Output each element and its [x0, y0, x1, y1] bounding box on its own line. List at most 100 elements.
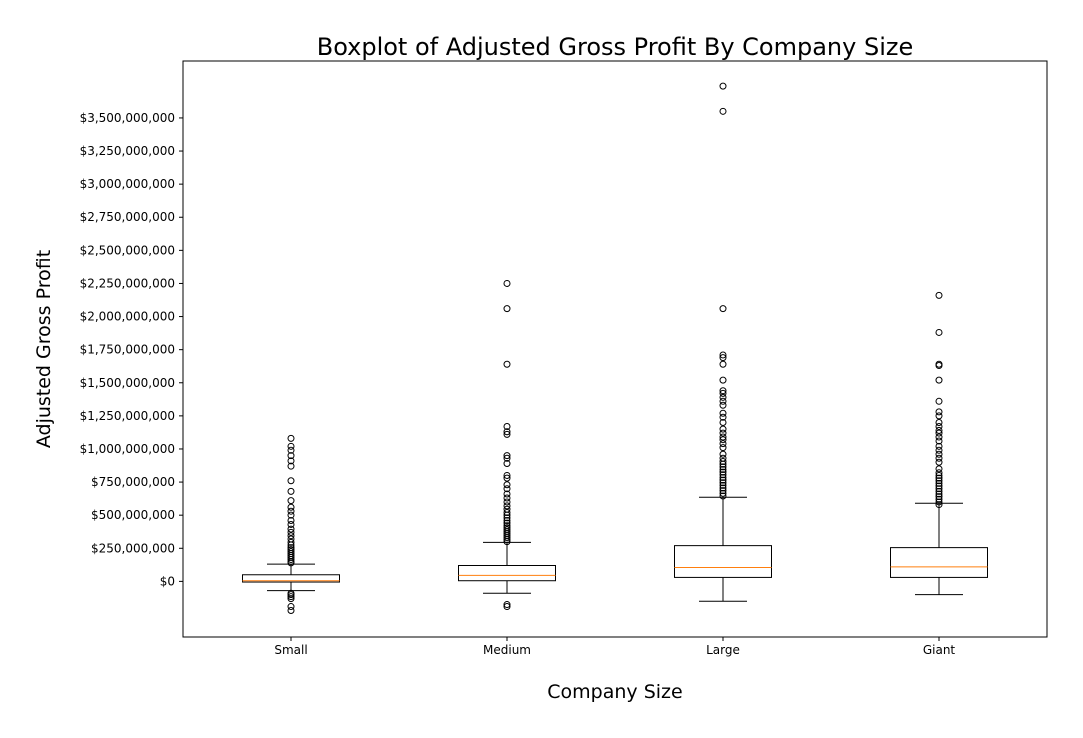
outlier-point: [503, 471, 511, 479]
outlier-point: [503, 498, 511, 506]
iqr-box: [242, 574, 340, 583]
outlier-point: [719, 458, 727, 466]
outlier-point: [935, 429, 943, 437]
outlier-point: [935, 493, 943, 501]
outlier-point: [719, 351, 727, 359]
chart-title: Boxplot of Adjusted Gross Profit By Comp…: [317, 33, 914, 61]
y-tick-label: $2,750,000,000: [80, 210, 175, 224]
outlier-point: [503, 505, 511, 513]
box-small: [242, 434, 340, 615]
outlier-point: [719, 107, 727, 115]
y-tick-label: $1,500,000,000: [80, 376, 175, 390]
box-giant: [890, 291, 988, 596]
outlier-point: [503, 481, 511, 489]
plot-area-frame: [182, 60, 1048, 638]
outlier-point: [935, 465, 943, 473]
outlier-point: [503, 494, 511, 502]
outlier-point: [935, 450, 943, 458]
outlier-point: [935, 471, 943, 479]
outlier-point: [719, 354, 727, 362]
outlier-point: [503, 474, 511, 482]
outlier-point: [719, 401, 727, 409]
outlier-point: [935, 433, 943, 441]
outlier-point: [935, 495, 943, 503]
outlier-point: [719, 473, 727, 481]
outlier-point: [503, 452, 511, 460]
outlier-point: [503, 485, 511, 493]
outlier-point: [503, 430, 511, 438]
outlier-point: [503, 601, 511, 609]
box-large: [674, 82, 772, 602]
outlier-point: [935, 458, 943, 466]
outlier-point: [287, 538, 295, 546]
y-tick-label: $3,000,000,000: [80, 177, 175, 191]
x-axis-label: Company Size: [547, 681, 682, 703]
outlier-point: [935, 376, 943, 384]
outlier-point: [935, 442, 943, 450]
outlier-point: [935, 426, 943, 434]
outlier-point: [287, 544, 295, 552]
x-axis: Small Medium Large Giant: [274, 637, 955, 657]
outlier-point: [935, 498, 943, 506]
outlier-point: [503, 514, 511, 522]
outlier-point: [503, 519, 511, 527]
outlier-point: [935, 477, 943, 485]
outlier-point: [719, 376, 727, 384]
outlier-point: [719, 444, 727, 452]
outlier-point: [503, 422, 511, 430]
outlier-point: [287, 442, 295, 450]
outlier-point: [503, 360, 511, 368]
outlier-point: [719, 468, 727, 476]
outlier-point: [935, 422, 943, 430]
outlier-point: [719, 440, 727, 448]
outlier-point: [287, 528, 295, 536]
y-tick-label: $2,500,000,000: [80, 243, 175, 257]
outlier-point: [935, 437, 943, 445]
outlier-point: [503, 502, 511, 510]
outlier-point: [503, 279, 511, 287]
outlier-point: [503, 305, 511, 313]
iqr-box: [674, 545, 772, 578]
y-tick-label: $3,500,000,000: [80, 111, 175, 125]
outlier-point: [719, 476, 727, 484]
outlier-point: [503, 526, 511, 534]
outlier-point: [935, 397, 943, 405]
outlier-point: [287, 507, 295, 515]
outlier-point: [719, 429, 727, 437]
outlier-point: [935, 485, 943, 493]
iqr-box: [890, 547, 988, 578]
outlier-point: [935, 408, 943, 416]
outlier-point: [287, 603, 295, 611]
outlier-point: [287, 503, 295, 511]
outlier-point: [719, 492, 727, 500]
outlier-point: [287, 462, 295, 470]
outlier-point: [935, 501, 943, 509]
outlier-point: [503, 516, 511, 524]
outlier-point: [719, 481, 727, 489]
outlier-point: [935, 474, 943, 482]
outlier-point: [287, 516, 295, 524]
y-tick-label: $250,000,000: [91, 541, 175, 555]
outlier-point: [719, 433, 727, 441]
outlier-point: [719, 305, 727, 313]
outlier-point: [503, 454, 511, 462]
outlier-point: [287, 595, 295, 603]
outlier-point: [719, 484, 727, 492]
y-tick-label: $0: [160, 574, 175, 588]
outlier-point: [719, 479, 727, 487]
y-tick-label: $1,750,000,000: [80, 343, 175, 357]
outlier-point: [935, 446, 943, 454]
y-tick-label: $750,000,000: [91, 475, 175, 489]
outlier-point: [287, 497, 295, 505]
outlier-point: [503, 460, 511, 468]
outlier-point: [719, 360, 727, 368]
outlier-point: [719, 409, 727, 417]
outlier-point: [287, 525, 295, 533]
y-axis-label: Adjusted Gross Profit: [33, 250, 55, 448]
outlier-point: [287, 532, 295, 540]
outlier-point: [503, 509, 511, 517]
outlier-point: [287, 520, 295, 528]
outlier-point: [719, 418, 727, 426]
outlier-point: [287, 589, 295, 597]
